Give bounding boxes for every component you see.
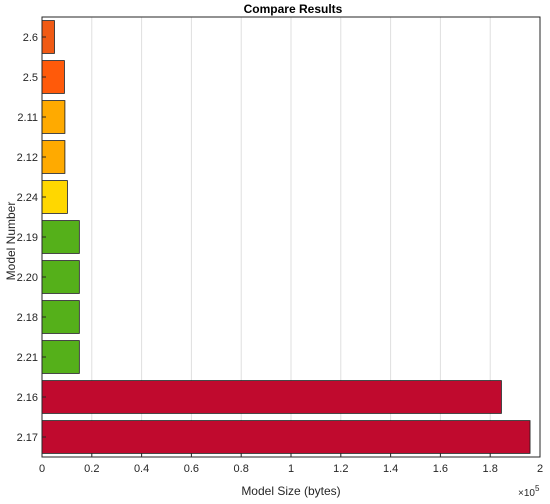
bars-layer — [41, 20, 531, 454]
y-tick-label: 2.18 — [17, 312, 38, 324]
x-tick-label: 0.4 — [134, 463, 149, 475]
y-tick-label: 2.5 — [23, 72, 38, 84]
x-axis-label: Model Size (bytes) — [241, 484, 340, 498]
y-axis-label: Model Number — [4, 202, 18, 281]
x-axis: 0 0.2 0.4 0.6 0.8 1 1.2 1.4 1.6 1.8 2 — [39, 453, 543, 475]
bar-2-19 — [41, 220, 80, 254]
x-tick-label: 2 — [537, 463, 543, 475]
y-tick-label: 2.16 — [17, 392, 38, 404]
bar-2-24 — [41, 180, 68, 214]
y-tick-label: 2.19 — [17, 232, 38, 244]
x-tick-label: 0.6 — [184, 463, 199, 475]
bar-2-18 — [41, 300, 80, 334]
x-tick-label: 0 — [39, 463, 45, 475]
x-tick-label: 1.8 — [483, 463, 498, 475]
y-tick-label: 2.20 — [17, 272, 38, 284]
y-tick-label: 2.12 — [17, 152, 38, 164]
bar-2-17 — [41, 420, 531, 454]
x-tick-label: 0.8 — [234, 463, 249, 475]
y-tick-label: 2.21 — [17, 352, 38, 364]
x-axis-exponent: ×105 — [518, 484, 540, 499]
y-tick-label: 2.11 — [17, 112, 38, 124]
bar-2-16 — [41, 380, 502, 414]
y-tick-label: 2.24 — [17, 192, 38, 204]
x-tick-label: 1 — [288, 463, 294, 475]
x-axis-exponent-base: ×10 — [518, 488, 535, 499]
grid-layer — [91, 17, 491, 457]
y-tick-label: 2.6 — [23, 32, 38, 44]
bar-2-21 — [41, 340, 80, 374]
x-tick-label: 1.4 — [383, 463, 398, 475]
bar-2-20 — [41, 260, 80, 294]
x-tick-label: 1.6 — [433, 463, 448, 475]
x-tick-label: 0.2 — [84, 463, 99, 475]
x-axis-exponent-power: 5 — [535, 484, 540, 493]
chart-title: Compare Results — [244, 2, 343, 16]
x-tick-label: 1.2 — [333, 463, 348, 475]
y-axis: 2.6 2.5 2.11 2.12 2.24 2.19 2.20 2.18 2.21 2.16 2.… — [17, 32, 46, 444]
y-tick-label: 2.17 — [17, 432, 38, 444]
